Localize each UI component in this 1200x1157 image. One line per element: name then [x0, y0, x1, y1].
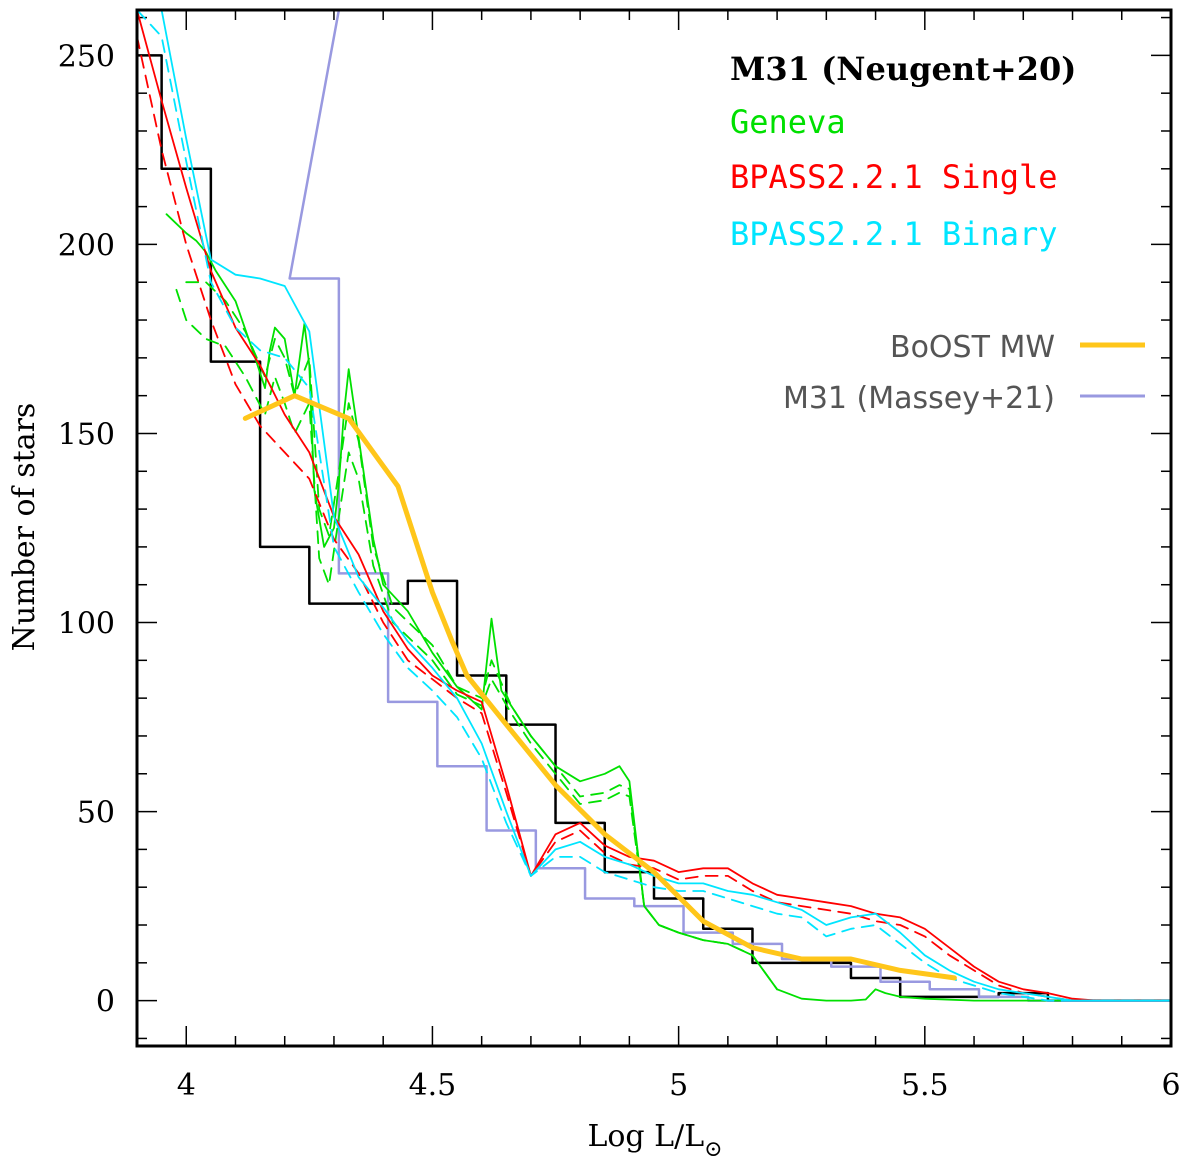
- y-tick-label: 200: [58, 228, 115, 263]
- y-axis-title: Number of stars: [7, 403, 42, 652]
- y-tick-label: 50: [77, 796, 115, 831]
- legend-geneva: Geneva: [730, 103, 846, 141]
- legend-massey: M31 (Massey+21): [783, 381, 1055, 416]
- x-tick-label: 4: [177, 1068, 196, 1103]
- series-layer: [137, 10, 1171, 1002]
- series-boost-mw: [242, 393, 957, 981]
- series-bpass2-2-1-binary: [137, 10, 1171, 1002]
- tick-labels: 4 4.5 5 5.5 6 0 50 100 150 200 250: [58, 39, 1181, 1103]
- y-tick-label: 100: [58, 607, 115, 642]
- x-axis-title: Log L/L⊙: [587, 1119, 722, 1157]
- y-tick-label: 150: [58, 417, 115, 452]
- series-bpass2-2-1-binary-dashed: [137, 10, 1171, 1002]
- legend-bpass-single: BPASS2.2.1 Single: [730, 158, 1058, 196]
- legend-bpass-binary: BPASS2.2.1 Binary: [730, 215, 1058, 253]
- plot-frame: [135, 8, 1173, 1048]
- axis-ticks: [136, 10, 1172, 1046]
- x-tick-label: 6: [1161, 1068, 1180, 1103]
- series-geneva-dashed-2: [175, 288, 680, 934]
- x-tick-label: 5.5: [901, 1068, 949, 1103]
- x-tick-label: 4.5: [409, 1068, 457, 1103]
- series-m31-neugent-20: [137, 54, 1171, 1002]
- y-tick-label: 0: [96, 985, 115, 1020]
- series-m31-massey-21: [283, 10, 1171, 1002]
- series-bpass2-2-1-single: [137, 10, 1171, 1002]
- legend-boost: BoOST MW: [890, 330, 1055, 365]
- y-tick-label: 250: [58, 39, 115, 74]
- series-geneva: [165, 213, 1171, 1002]
- legend-neugent: M31 (Neugent+20): [730, 50, 1076, 88]
- x-tick-label: 5: [669, 1068, 688, 1103]
